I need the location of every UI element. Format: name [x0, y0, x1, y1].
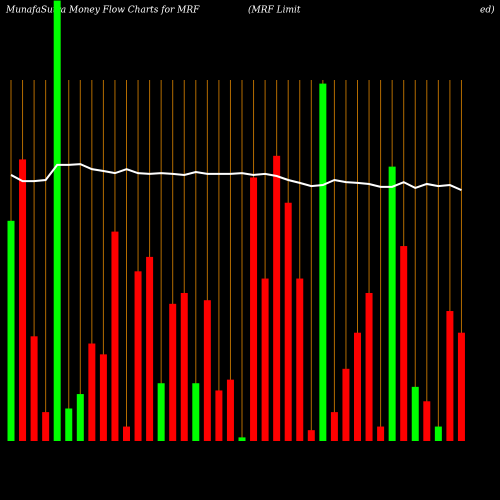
bar: [296, 278, 304, 441]
bar: [307, 430, 315, 441]
bar: [99, 354, 107, 441]
line: [10, 163, 462, 192]
chart-subtitle: (MRF Limit: [248, 5, 301, 16]
bar: [111, 231, 119, 441]
bar: [388, 166, 396, 441]
bar: [261, 278, 269, 441]
bar: [169, 303, 177, 441]
bar: [446, 311, 454, 441]
bar: [342, 368, 350, 441]
bar: [7, 220, 15, 441]
bar: [354, 332, 361, 441]
bar: [65, 408, 73, 441]
bar: [30, 336, 38, 441]
bar: [238, 437, 246, 441]
bar: [19, 159, 27, 442]
bar: [400, 246, 408, 441]
bar: [330, 412, 338, 441]
bar: [192, 383, 200, 441]
bar: [457, 332, 465, 441]
bar: [203, 300, 211, 441]
bar: [180, 292, 188, 441]
bar: [273, 155, 281, 441]
bar: [53, 0, 61, 442]
bar: [365, 292, 373, 441]
bar: [377, 426, 385, 441]
bar: [134, 271, 142, 441]
bar: [226, 379, 234, 441]
bar: [411, 386, 419, 441]
bar: [284, 202, 292, 441]
bar: [88, 343, 96, 441]
bar: [123, 426, 130, 441]
bar: [157, 383, 165, 441]
bar: [215, 390, 223, 441]
chart-title: MunafaSutra Money Flow Charts for MRF: [5, 6, 200, 16]
bar: [423, 401, 431, 441]
chart-subtitle: ed): [480, 5, 495, 16]
bar: [319, 83, 327, 442]
bar: [146, 256, 154, 441]
bar: [76, 394, 84, 441]
bar: [42, 412, 50, 441]
bar: [434, 426, 442, 441]
bar: [250, 177, 258, 441]
